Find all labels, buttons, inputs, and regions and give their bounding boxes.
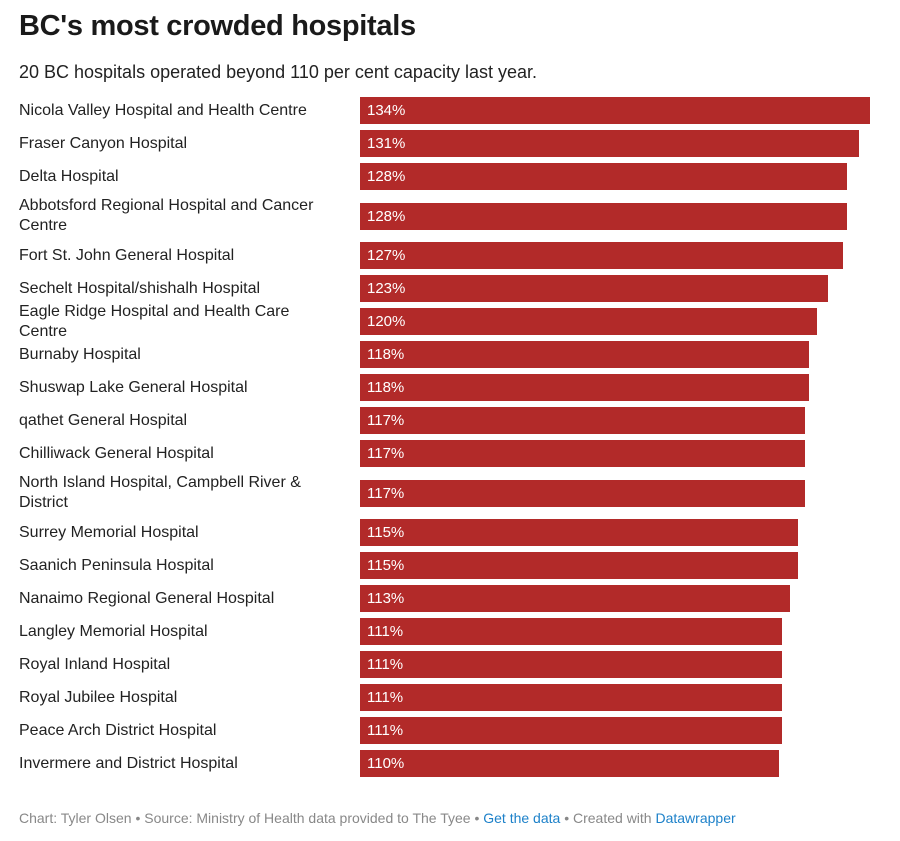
category-label: Delta Hospital [19, 167, 119, 185]
category-label: North Island Hospital, Campbell River & … [19, 474, 301, 511]
datawrapper-link[interactable]: Datawrapper [655, 810, 736, 826]
value-label: 117% [367, 445, 405, 462]
bar: 127% [360, 242, 844, 269]
value-label: 110% [367, 755, 405, 772]
bar: 113% [360, 585, 791, 612]
footer-created: • Created with [560, 810, 656, 826]
bar: 131% [360, 130, 859, 157]
bar-row: qathet General Hospital 117% [0, 404, 900, 437]
value-label: 131% [367, 135, 406, 152]
value-label: 120% [367, 313, 406, 330]
bar: 111% [360, 717, 783, 744]
bar-row: Royal Inland Hospital 111% [0, 648, 900, 681]
value-label: 128% [367, 207, 406, 225]
category-label: Royal Jubilee Hospital [19, 688, 178, 706]
bar: 118% [360, 374, 810, 401]
bar-row: Chilliwack General Hospital 117% [0, 437, 900, 470]
bar-row: Eagle Ridge Hospital and Health Care Cen… [0, 303, 900, 340]
value-label: 115% [367, 524, 405, 541]
bar: 111% [360, 618, 783, 645]
bar-row: Fraser Canyon Hospital 131% [0, 127, 900, 160]
bar-row: Delta Hospital 128% [0, 160, 900, 193]
bar: 117% [360, 479, 806, 507]
bar-row: Sechelt Hospital/shishalh Hospital 123% [0, 272, 900, 305]
bar-row: Abbotsford Regional Hospital and Cancer … [0, 193, 900, 239]
category-label: Royal Inland Hospital [19, 655, 171, 673]
value-label: 111% [367, 722, 404, 739]
value-label: 111% [367, 689, 404, 706]
get-the-data-link[interactable]: Get the data [483, 810, 561, 826]
bar-row: Burnaby Hospital 118% [0, 338, 900, 371]
value-label: 111% [367, 656, 404, 673]
category-label: Invermere and District Hospital [19, 754, 238, 772]
bar-row: North Island Hospital, Campbell River & … [0, 470, 900, 516]
bar: 117% [360, 407, 806, 434]
bar-row: Peace Arch District Hospital 111% [0, 714, 900, 747]
category-label: Nanaimo Regional General Hospital [19, 589, 275, 607]
bar-row: Surrey Memorial Hospital 115% [0, 516, 900, 549]
category-label: Fort St. John General Hospital [19, 246, 235, 264]
bar: 117% [360, 440, 806, 467]
category-label: Fraser Canyon Hospital [19, 134, 188, 152]
chart-subtitle: 20 BC hospitals operated beyond 110 per … [19, 62, 537, 82]
category-label: Shuswap Lake General Hospital [19, 378, 248, 396]
category-label: Saanich Peninsula Hospital [19, 556, 214, 574]
bar: 115% [360, 519, 798, 546]
category-label: Abbotsford Regional Hospital and Cancer … [19, 197, 314, 234]
bar: 111% [360, 651, 783, 678]
value-label: 117% [367, 412, 405, 429]
category-label: qathet General Hospital [19, 411, 188, 429]
category-label: Surrey Memorial Hospital [19, 523, 199, 541]
footer: Chart: Tyler Olsen • Source: Ministry of… [19, 810, 736, 826]
bar: 111% [360, 684, 783, 711]
value-label: 111% [367, 623, 404, 640]
category-label: Eagle Ridge Hospital and Health Care Cen… [19, 302, 290, 340]
value-label: 118% [367, 346, 405, 363]
value-label: 123% [367, 280, 406, 297]
bar-row: Invermere and District Hospital 110% [0, 747, 900, 780]
bar-row: Nanaimo Regional General Hospital 113% [0, 582, 900, 615]
value-label: 118% [367, 379, 405, 396]
category-label: Chilliwack General Hospital [19, 444, 214, 462]
category-label: Sechelt Hospital/shishalh Hospital [19, 279, 261, 297]
bar-row: Nicola Valley Hospital and Health Centre… [0, 94, 900, 127]
value-label: 128% [367, 168, 406, 185]
bar-chart: Nicola Valley Hospital and Health Centre… [0, 94, 900, 780]
bar: 128% [360, 202, 848, 230]
bar: 123% [360, 275, 829, 302]
bar-row: Shuswap Lake General Hospital 118% [0, 371, 900, 404]
chart-title: BC's most crowded hospitals [19, 10, 416, 42]
footer-credit: Chart: Tyler Olsen • Source: Ministry of… [19, 810, 484, 826]
bar: 110% [360, 750, 779, 777]
bar-row: Saanich Peninsula Hospital 115% [0, 549, 900, 582]
bar: 128% [360, 163, 848, 190]
bar-row: Royal Jubilee Hospital 111% [0, 681, 900, 714]
value-label: 127% [367, 247, 406, 264]
category-label: Langley Memorial Hospital [19, 622, 208, 640]
value-label: 115% [367, 557, 405, 574]
bar: 120% [360, 308, 817, 335]
category-label: Nicola Valley Hospital and Health Centre [19, 101, 307, 119]
bar: 134% [360, 97, 870, 124]
value-label: 113% [367, 590, 405, 607]
category-label: Burnaby Hospital [19, 345, 141, 363]
bar: 118% [360, 341, 810, 368]
value-label: 117% [367, 484, 405, 502]
bar-row: Langley Memorial Hospital 111% [0, 615, 900, 648]
bar: 115% [360, 552, 798, 579]
category-label: Peace Arch District Hospital [19, 721, 217, 739]
value-label: 134% [367, 102, 406, 119]
bar-row: Fort St. John General Hospital 127% [0, 239, 900, 272]
